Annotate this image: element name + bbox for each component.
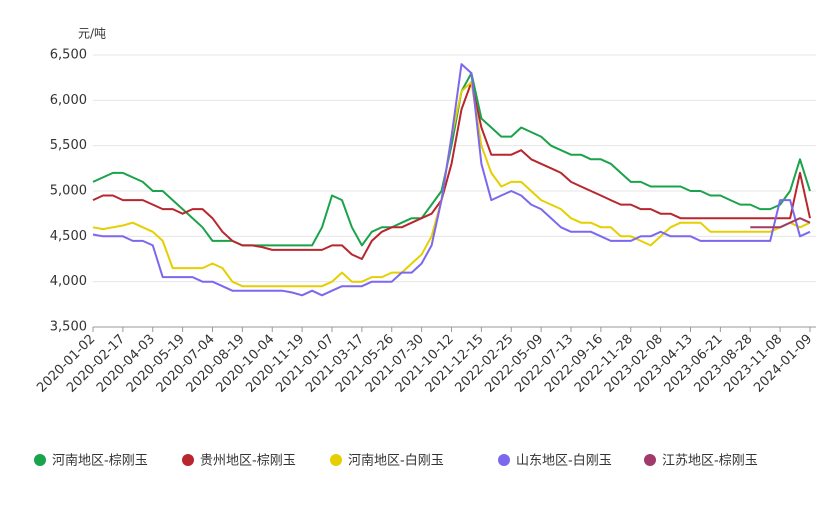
legend-marker bbox=[644, 454, 656, 466]
legend-label: 山东地区-白刚玉 bbox=[516, 453, 612, 469]
legend-marker bbox=[498, 454, 510, 466]
y-tick-label: 5,500 bbox=[50, 138, 87, 153]
legend-label: 河南地区-棕刚玉 bbox=[52, 453, 148, 469]
y-axis-label: 元/吨 bbox=[78, 27, 106, 41]
legend-marker bbox=[34, 454, 46, 466]
series-line bbox=[92, 81, 811, 260]
series-line bbox=[92, 72, 811, 247]
series-line bbox=[92, 81, 811, 288]
y-tick-label: 6,000 bbox=[50, 93, 87, 108]
legend-marker bbox=[182, 454, 194, 466]
y-tick-label: 6,500 bbox=[50, 48, 87, 63]
legend-label: 河南地区-白刚玉 bbox=[348, 453, 444, 469]
y-tick-label: 3,500 bbox=[50, 320, 87, 335]
legend-label: 贵州地区-棕刚玉 bbox=[200, 454, 296, 469]
series-line bbox=[750, 217, 811, 229]
y-tick-label: 4,000 bbox=[50, 274, 87, 289]
y-tick-label: 5,000 bbox=[50, 184, 87, 199]
legend-marker bbox=[330, 454, 342, 466]
legend-label: 江苏地区-棕刚玉 bbox=[662, 453, 758, 469]
y-tick-label: 4,500 bbox=[50, 229, 87, 244]
series-line bbox=[92, 63, 811, 297]
